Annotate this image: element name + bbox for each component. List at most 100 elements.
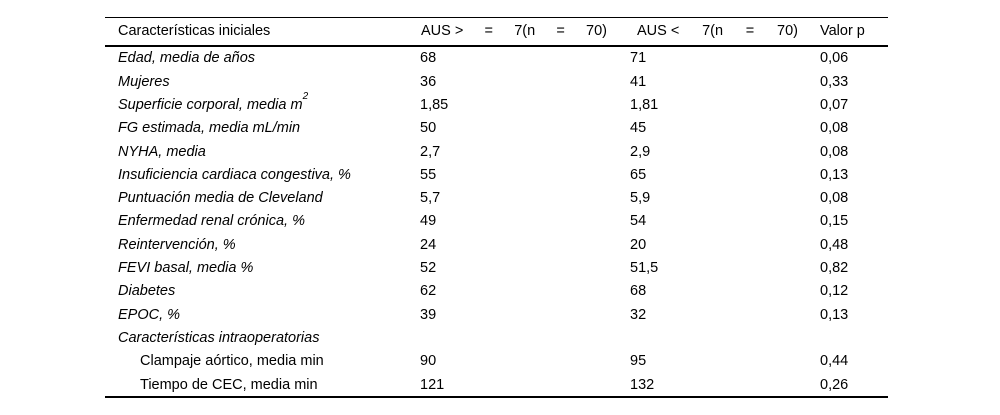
row-label: Enfermedad renal crónica, %	[105, 214, 420, 229]
aus-ge-7-header-parts: AUS > = 7(n = 70)	[421, 24, 607, 39]
row-label: EPOC, %	[105, 306, 420, 323]
row-label-text: Reintervención, %	[118, 236, 236, 253]
row-label: Tiempo de CEC, media min	[105, 376, 420, 393]
value-aus-ge-7: 2,7	[420, 143, 441, 160]
p-value: 0,44	[820, 353, 849, 370]
value-aus-ge-7: 68	[420, 50, 437, 67]
header-part: 70)	[777, 23, 798, 40]
header-part: AUS >	[421, 23, 464, 40]
value-aus-lt-7: 1,81	[630, 96, 659, 113]
row-label-text: FG estimada, media mL/min	[118, 120, 301, 137]
row-label: Puntuación media de Cleveland	[105, 191, 420, 206]
column-header-valor-p: Valor p	[820, 23, 865, 40]
header-part: =	[745, 23, 755, 40]
row-label-text: FEVI basal, media %	[118, 260, 254, 277]
value-aus-ge-7: 24	[420, 236, 437, 253]
row-label: Diabetes	[105, 284, 420, 299]
baseline-characteristics-table: Características iniciales AUS > = 7(n = 70) …	[105, 17, 888, 399]
table-row: Puntuación media de Cleveland 5,7 5,9 0,…	[105, 187, 888, 210]
header-part: 70)	[586, 23, 607, 40]
column-header-characteristics: Características iniciales	[118, 23, 271, 40]
value-aus-ge-7: 121	[420, 376, 445, 393]
value-aus-ge-7: 39	[420, 306, 437, 323]
column-header-aus-ge-7: AUS > = 7(n = 70)	[420, 24, 630, 39]
superscript: 2	[302, 91, 309, 103]
table-header-row: Características iniciales AUS > = 7(n = 70) …	[105, 18, 888, 47]
p-value: 0,12	[820, 283, 849, 300]
row-label-text: Enfermedad renal crónica, %	[118, 213, 305, 230]
p-value: 0,33	[820, 73, 849, 90]
table-row: FEVI basal, media % 52 51,5 0,82	[105, 257, 888, 280]
row-label: Reintervención, %	[105, 238, 420, 253]
p-value: 0,48	[820, 236, 849, 253]
table-row: EPOC, % 39 32 0,13	[105, 303, 888, 326]
p-value: 0,13	[820, 306, 849, 323]
row-label-text: Superficie corporal, media m	[118, 96, 303, 113]
row-label: NYHA, media	[105, 143, 420, 160]
p-value: 0,06	[820, 50, 849, 67]
value-aus-lt-7: 41	[630, 73, 647, 90]
header-part: 7(n	[702, 23, 724, 40]
table-row: FG estimada, media mL/min 50 45 0,08	[105, 117, 888, 140]
aus-lt-7-header-parts: AUS < 7(n = 70)	[637, 24, 798, 39]
row-label: Clampaje aórtico, media min	[105, 354, 420, 369]
value-aus-lt-7: 132	[630, 376, 655, 393]
value-aus-lt-7: 32	[630, 306, 647, 323]
p-value: 0,15	[820, 213, 849, 230]
value-aus-lt-7: 20	[630, 236, 647, 253]
row-label-text: Características intraoperatorias	[118, 329, 320, 346]
p-value: 0,07	[820, 96, 849, 113]
value-aus-lt-7: 5,9	[630, 190, 651, 207]
table-row: Edad, media de años 68 71 0,06	[105, 47, 888, 70]
row-label-text: Insuficiencia cardiaca congestiva, %	[118, 166, 351, 183]
value-aus-ge-7: 5,7	[420, 190, 441, 207]
row-label-text: Puntuación media de Cleveland	[118, 190, 323, 207]
table-row: NYHA, media 2,7 2,9 0,08	[105, 140, 888, 163]
table-row: Tiempo de CEC, media min 121 132 0,26	[105, 373, 888, 396]
table-row: Mujeres 36 41 0,33	[105, 70, 888, 93]
value-aus-ge-7: 36	[420, 73, 437, 90]
table-row: Características intraoperatorias	[105, 327, 888, 350]
p-value: 0,08	[820, 120, 849, 137]
table-row: Clampaje aórtico, media min 90 95 0,44	[105, 350, 888, 373]
value-aus-ge-7: 49	[420, 213, 437, 230]
value-aus-ge-7: 1,85	[420, 96, 449, 113]
value-aus-lt-7: 54	[630, 213, 647, 230]
p-value: 0,13	[820, 166, 849, 183]
table-row: Enfermedad renal crónica, % 49 54 0,15	[105, 210, 888, 233]
value-aus-ge-7: 55	[420, 166, 437, 183]
header-part: =	[556, 23, 565, 40]
column-header-aus-lt-7: AUS < 7(n = 70)	[630, 24, 820, 39]
value-aus-ge-7: 50	[420, 120, 437, 137]
table-row: Reintervención, % 24 20 0,48	[105, 233, 888, 256]
row-label: FEVI basal, media %	[105, 261, 420, 276]
row-label-text: Mujeres	[118, 73, 170, 90]
header-part: AUS <	[637, 23, 680, 40]
row-label-text: Tiempo de CEC, media min	[140, 376, 318, 393]
p-value: 0,08	[820, 143, 849, 160]
header-part: =	[484, 23, 493, 40]
table-row: Superficie corporal, media m2 1,85 1,81 …	[105, 91, 888, 117]
value-aus-ge-7: 52	[420, 260, 437, 277]
row-label: FG estimada, media mL/min	[105, 121, 420, 136]
value-aus-lt-7: 51,5	[630, 260, 659, 277]
row-label: Edad, media de años	[105, 51, 420, 66]
value-aus-lt-7: 71	[630, 50, 647, 67]
value-aus-lt-7: 68	[630, 283, 647, 300]
table-body: Edad, media de años 68 71 0,06 Mujeres 3…	[105, 47, 888, 396]
p-value: 0,82	[820, 260, 849, 277]
row-label-text: Edad, media de años	[118, 50, 256, 67]
table-row: Insuficiencia cardiaca congestiva, % 55 …	[105, 163, 888, 186]
row-label: Mujeres	[105, 73, 420, 90]
row-label-text: Diabetes	[118, 283, 176, 300]
row-label: Características intraoperatorias	[105, 331, 420, 346]
row-label-text: NYHA, media	[118, 143, 206, 160]
row-label: Insuficiencia cardiaca congestiva, %	[105, 168, 420, 183]
value-aus-ge-7: 90	[420, 353, 437, 370]
row-label-text: Clampaje aórtico, media min	[140, 353, 324, 370]
p-value: 0,26	[820, 376, 849, 393]
value-aus-lt-7: 65	[630, 166, 647, 183]
row-label-text: EPOC, %	[118, 306, 181, 323]
value-aus-lt-7: 95	[630, 353, 647, 370]
